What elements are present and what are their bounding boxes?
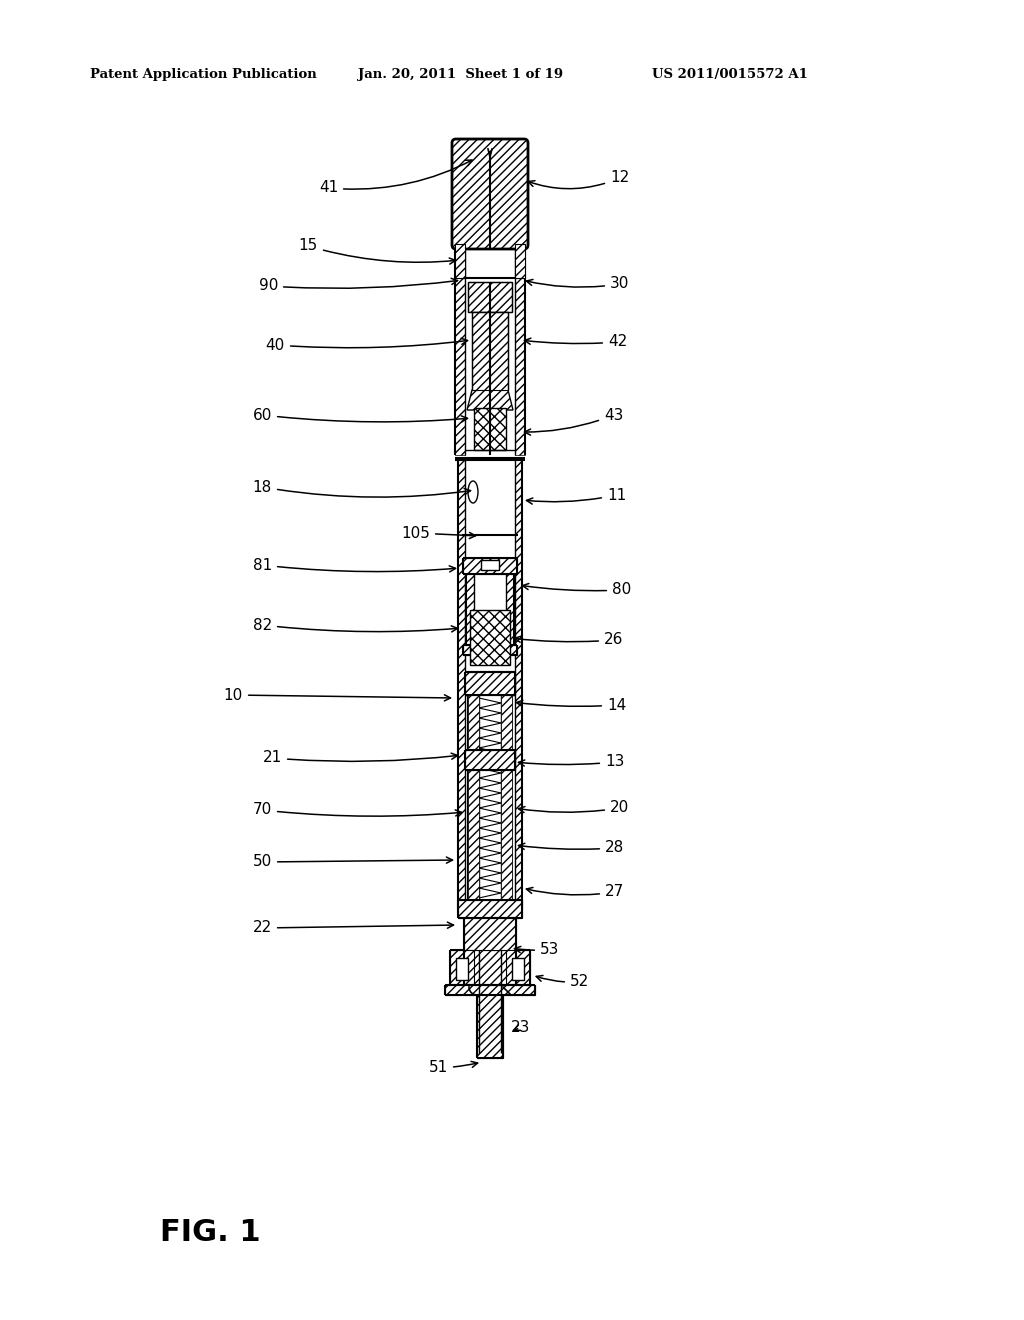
Text: 41: 41 — [318, 160, 472, 195]
Text: 70: 70 — [253, 803, 462, 817]
Bar — [468, 282, 512, 312]
Text: 40: 40 — [266, 338, 468, 352]
Bar — [468, 696, 479, 900]
Text: 20: 20 — [518, 800, 630, 816]
Text: 27: 27 — [526, 884, 625, 899]
Text: 12: 12 — [528, 170, 630, 189]
Bar — [465, 750, 515, 770]
Bar — [445, 985, 535, 995]
Text: 26: 26 — [514, 632, 624, 648]
Text: 42: 42 — [524, 334, 628, 350]
Bar — [506, 950, 530, 985]
Bar — [466, 574, 474, 645]
Bar — [515, 279, 525, 455]
Bar — [458, 900, 522, 917]
Text: 23: 23 — [511, 1020, 530, 1035]
Text: 80: 80 — [522, 582, 631, 598]
Bar — [512, 958, 524, 979]
Bar — [463, 558, 517, 574]
Text: 50: 50 — [253, 854, 453, 870]
FancyBboxPatch shape — [452, 139, 528, 249]
Bar — [455, 244, 465, 279]
Bar — [474, 408, 506, 450]
Ellipse shape — [468, 480, 478, 503]
Text: 105: 105 — [401, 525, 475, 540]
Text: 11: 11 — [526, 487, 627, 504]
Text: 13: 13 — [518, 755, 625, 770]
Bar — [450, 950, 474, 985]
Bar — [506, 574, 514, 645]
Bar — [465, 672, 515, 696]
Bar — [515, 458, 522, 909]
Bar — [458, 458, 465, 909]
Bar — [477, 995, 503, 1059]
Bar — [472, 312, 508, 389]
Text: Jan. 20, 2011  Sheet 1 of 19: Jan. 20, 2011 Sheet 1 of 19 — [358, 69, 563, 81]
Text: 51: 51 — [429, 1060, 477, 1076]
Bar — [481, 560, 499, 570]
Text: 82: 82 — [253, 618, 458, 632]
Text: 43: 43 — [524, 408, 624, 436]
Text: 15: 15 — [299, 239, 456, 264]
Text: 90: 90 — [259, 279, 458, 293]
Text: 14: 14 — [516, 697, 627, 713]
Text: 52: 52 — [537, 974, 589, 990]
Text: Patent Application Publication: Patent Application Publication — [90, 69, 316, 81]
Text: US 2011/0015572 A1: US 2011/0015572 A1 — [652, 69, 808, 81]
Text: 18: 18 — [253, 479, 471, 498]
Polygon shape — [467, 389, 513, 411]
Text: 10: 10 — [224, 688, 451, 702]
Bar — [455, 279, 465, 455]
Text: 60: 60 — [253, 408, 468, 422]
Text: 28: 28 — [518, 841, 625, 855]
Text: 21: 21 — [263, 751, 458, 766]
Bar — [515, 244, 525, 279]
Bar — [464, 917, 516, 950]
Text: 81: 81 — [253, 557, 456, 573]
Bar — [456, 958, 468, 979]
Text: 53: 53 — [514, 942, 559, 957]
Bar — [501, 696, 512, 900]
Bar — [463, 645, 517, 655]
Text: 30: 30 — [526, 276, 630, 292]
Text: FIG. 1: FIG. 1 — [160, 1218, 261, 1247]
Bar — [470, 610, 510, 665]
Text: 22: 22 — [253, 920, 454, 936]
Bar — [464, 950, 516, 985]
